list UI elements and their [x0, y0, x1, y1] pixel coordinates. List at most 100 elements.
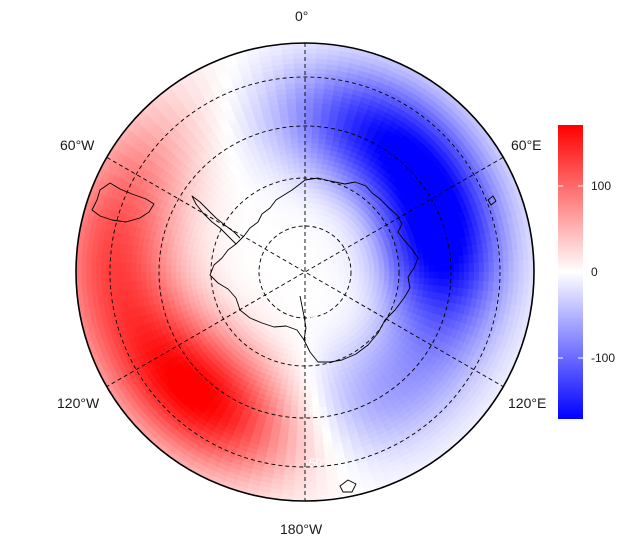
field-cell — [115, 271, 122, 283]
field-cell — [200, 271, 206, 278]
field-cell — [150, 271, 157, 281]
field-cell — [398, 261, 405, 268]
field-cell — [310, 380, 318, 387]
field-cell — [312, 350, 319, 357]
field-cell — [304, 440, 315, 447]
field-cell — [293, 475, 306, 482]
field-cell — [170, 257, 177, 266]
field-cell — [294, 67, 306, 74]
field-cell — [288, 420, 298, 427]
field-cell — [165, 264, 172, 273]
field-cell — [389, 266, 395, 273]
field-cell — [493, 271, 500, 283]
field-cell — [369, 264, 375, 269]
field-cell — [304, 147, 312, 153]
field-cell — [438, 271, 445, 280]
field-cell — [310, 157, 318, 164]
field-cell — [309, 365, 316, 372]
field-cell — [304, 187, 310, 193]
field-cell — [295, 102, 306, 109]
field-cell — [125, 262, 132, 273]
field-cell — [160, 271, 167, 280]
field-cell — [297, 137, 306, 144]
field-cell — [418, 277, 425, 285]
field-cell — [428, 264, 435, 273]
field-cell — [296, 107, 306, 114]
field-cell — [292, 152, 300, 159]
field-cell — [304, 142, 313, 149]
field-cell — [448, 271, 455, 281]
field-cell — [304, 386, 312, 392]
field-cell — [508, 260, 515, 273]
field-cell — [294, 365, 301, 372]
field-cell — [304, 351, 310, 357]
field-cell — [220, 271, 226, 277]
field-cell — [291, 142, 299, 149]
field-cell — [297, 132, 306, 139]
field-cell — [364, 268, 371, 273]
field-cell — [304, 102, 315, 109]
field-cell — [403, 260, 410, 268]
field-cell — [155, 279, 162, 288]
field-cell — [296, 420, 306, 427]
field-cell — [304, 376, 312, 382]
field-cell — [311, 137, 320, 144]
field-cell — [225, 275, 232, 281]
field-cell — [140, 263, 147, 273]
field-cell — [295, 187, 302, 194]
field-cell — [468, 262, 475, 273]
field-cell — [300, 187, 306, 193]
field-cell — [185, 259, 192, 267]
field-cell — [359, 268, 366, 273]
field-cell — [297, 395, 306, 402]
field-cell — [244, 271, 251, 276]
field-cell — [443, 264, 450, 273]
field-cell — [120, 262, 127, 273]
field-cell — [304, 391, 312, 397]
field-cell — [300, 351, 306, 357]
field-cell — [388, 276, 395, 282]
field-cell — [304, 395, 313, 402]
field-cell — [379, 267, 385, 273]
field-cell — [115, 261, 122, 273]
field-cell — [110, 271, 117, 283]
field-cell — [478, 262, 485, 273]
field-cell — [225, 267, 231, 273]
field-cell — [423, 277, 430, 286]
field-cell — [344, 269, 351, 273]
field-cell — [294, 77, 306, 84]
field-cell — [383, 262, 390, 269]
field-cell — [398, 276, 405, 283]
field-cell — [311, 127, 321, 134]
anomaly-field — [76, 43, 534, 501]
field-cell — [310, 385, 318, 392]
field-cell — [200, 266, 206, 273]
field-cell — [304, 132, 313, 139]
field-cell — [125, 271, 132, 282]
field-cell — [508, 271, 515, 284]
field-cell — [304, 366, 311, 372]
field-cell — [438, 257, 445, 266]
field-cell — [468, 271, 475, 282]
field-cell — [349, 269, 356, 273]
field-cell — [304, 107, 314, 114]
field-cell — [304, 127, 313, 134]
field-cell — [304, 167, 311, 173]
field-cell — [295, 355, 301, 362]
field-cell — [298, 386, 306, 392]
field-cell — [304, 435, 315, 442]
field-cell — [304, 92, 315, 99]
field-cell — [295, 435, 306, 442]
field-cell — [120, 271, 127, 282]
field-cell — [288, 117, 298, 124]
field-cell — [453, 279, 460, 289]
field-cell — [296, 425, 306, 432]
field-cell — [298, 391, 306, 397]
field-cell — [239, 271, 246, 276]
field-cell — [215, 266, 221, 273]
field-cell — [304, 97, 315, 104]
field-cell — [297, 410, 306, 417]
field-cell — [378, 263, 385, 269]
field-cell — [298, 376, 306, 382]
field-cell — [304, 425, 314, 432]
